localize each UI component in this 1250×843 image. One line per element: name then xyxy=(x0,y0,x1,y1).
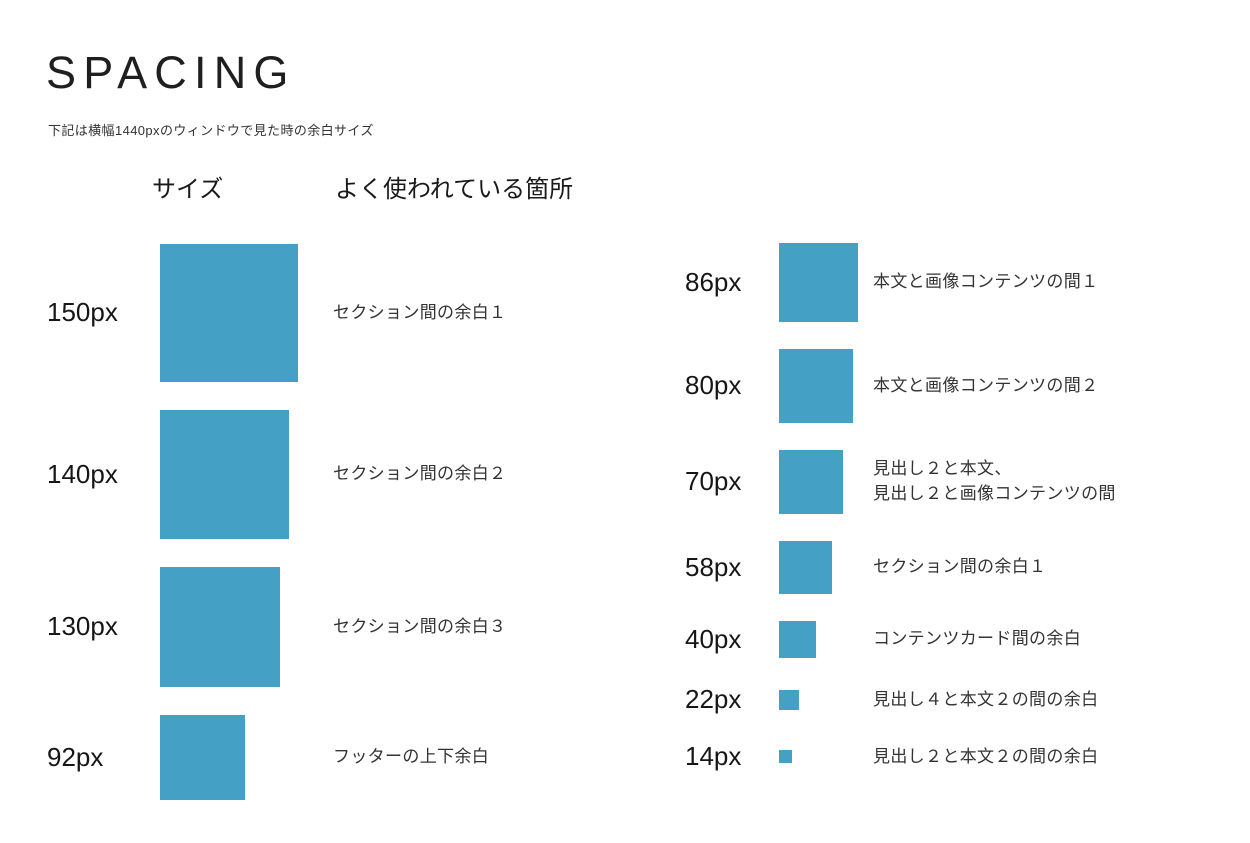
size-label: 58px xyxy=(685,551,742,582)
usage-label: セクション間の余白１ xyxy=(333,302,507,322)
column-header-usage: よく使われている箇所 xyxy=(335,176,574,203)
spacing-square xyxy=(779,621,816,658)
usage-label: 本文と画像コンテンツの間１ xyxy=(873,272,1099,292)
spacing-row: 130px セクション間の余白３ xyxy=(47,567,506,687)
usage-label: 見出し２と本文２の間の余白 xyxy=(873,746,1099,766)
usage-label: 本文と画像コンテンツの間２ xyxy=(873,375,1099,395)
size-label: 70px xyxy=(685,466,742,497)
size-label: 40px xyxy=(685,623,742,654)
spacing-row: 140px セクション間の余白２ xyxy=(47,410,506,539)
spacing-row: 80px 本文と画像コンテンツの間２ xyxy=(685,349,1116,423)
spacing-square xyxy=(779,689,799,710)
spacing-square xyxy=(160,244,298,382)
size-label: 150px xyxy=(47,297,118,328)
spacing-square xyxy=(160,567,280,687)
square-cell xyxy=(160,410,333,539)
size-label: 14px xyxy=(685,740,742,771)
size-label: 130px xyxy=(47,611,118,642)
spacing-row: 14px 見出し２と本文２の間の余白 xyxy=(685,740,1116,772)
spacing-row: 58px セクション間の余白１ xyxy=(685,541,1116,594)
usage-label: 見出し２と本文、 見出し２と画像コンテンツの間 xyxy=(873,459,1116,503)
usage-label: セクション間の余白１ xyxy=(873,557,1047,577)
usage-label: セクション間の余白２ xyxy=(333,464,507,484)
spacing-square xyxy=(779,750,792,764)
column-header-size: サイズ xyxy=(152,176,224,203)
spacing-row: 22px 見出し４と本文２の間の余白 xyxy=(685,684,1116,715)
spacing-row: 86px 本文と画像コンテンツの間１ xyxy=(685,243,1116,322)
square-cell xyxy=(779,621,873,658)
spacing-square xyxy=(160,410,289,539)
size-label: 80px xyxy=(685,370,742,401)
spacing-column-right: 86px 本文と画像コンテンツの間１ 80px 本文と画像コンテンツの間２ 70px 見出… xyxy=(685,243,1116,772)
size-label: 140px xyxy=(47,458,118,489)
page-subtitle: 下記は横幅1440pxのウィンドウで見た時の余白サイズ xyxy=(48,123,374,138)
square-cell xyxy=(160,244,333,382)
square-cell xyxy=(779,243,873,322)
spacing-square xyxy=(779,541,832,594)
usage-label: セクション間の余白３ xyxy=(333,616,507,636)
usage-label: フッターの上下余白 xyxy=(333,747,490,767)
usage-label: 見出し４と本文２の間の余白 xyxy=(873,689,1099,709)
size-label: 22px xyxy=(685,684,742,714)
page-title: SPACING xyxy=(46,47,296,98)
spacing-row: 70px 見出し２と本文、 見出し２と画像コンテンツの間 xyxy=(685,450,1116,514)
spacing-row: 150px セクション間の余白１ xyxy=(47,244,506,382)
square-cell xyxy=(160,567,333,687)
square-cell xyxy=(160,715,333,800)
square-cell xyxy=(779,450,873,514)
spacing-column-left: 150px セクション間の余白１ 140px セクション間の余白２ 130px セクション… xyxy=(47,244,506,800)
spacing-square xyxy=(779,243,858,322)
spacing-row: 40px コンテンツカード間の余白 xyxy=(685,621,1116,658)
usage-label: コンテンツカード間の余白 xyxy=(873,629,1082,649)
square-cell xyxy=(779,689,873,710)
size-label: 86px xyxy=(685,266,742,297)
size-label: 92px xyxy=(47,741,104,772)
square-cell xyxy=(779,541,873,594)
square-cell xyxy=(779,349,873,423)
spacing-square xyxy=(160,715,245,800)
spacing-row: 92px フッターの上下余白 xyxy=(47,715,506,800)
square-cell xyxy=(779,750,873,764)
spacing-square xyxy=(779,450,843,514)
spacing-square xyxy=(779,349,853,423)
